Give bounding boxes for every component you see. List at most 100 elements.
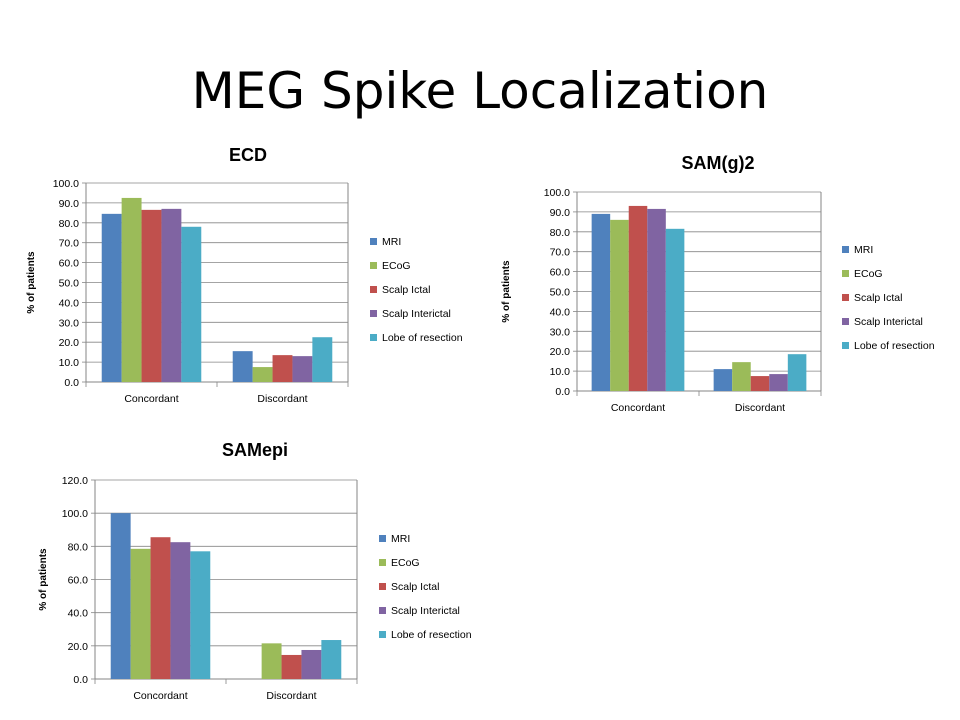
bar-scalp-interictal (292, 356, 313, 382)
legend-label: Scalp Interictal (382, 308, 451, 320)
legend-label: Scalp Interictal (391, 605, 460, 617)
y-tick-label: 100.0 (544, 187, 570, 199)
y-axis-label: % of patients (38, 548, 49, 611)
y-axis-label: % of patients (26, 251, 37, 314)
legend-swatch (379, 583, 386, 590)
legend-swatch (370, 334, 377, 341)
legend-swatch (370, 286, 377, 293)
bar-scalp-ictal (150, 537, 171, 679)
bar-lobe-of-resection (312, 337, 333, 382)
x-category-label: Discordant (735, 402, 785, 414)
legend-swatch (842, 318, 849, 325)
legend-label: ECoG (854, 268, 883, 280)
bar-mri (101, 213, 122, 382)
legend-swatch (379, 535, 386, 542)
chart-samepi: SAMepi % of patients 0.0 20.0 40.0 60.0 80.0 10… (38, 440, 472, 702)
bar-ecog (732, 362, 751, 391)
y-tick-label: 0.0 (73, 674, 88, 686)
y-tick-label: 50.0 (59, 278, 80, 290)
legend-label: ECoG (382, 260, 411, 272)
slide-title: MEG Spike Localization (191, 62, 769, 120)
bar-mri (591, 213, 611, 391)
legend-label: Scalp Ictal (391, 581, 439, 593)
bar-scalp-ictal (750, 376, 770, 391)
y-tick-label: 100.0 (62, 508, 88, 520)
y-tick-label: 0.0 (64, 377, 79, 389)
bar-mri (110, 513, 131, 679)
bar-scalp-interictal (301, 649, 322, 679)
y-tick-label: 10.0 (59, 357, 80, 369)
legend-swatch (842, 246, 849, 253)
legend-label: MRI (391, 533, 410, 545)
legend-swatch (379, 607, 386, 614)
x-category-label: Concordant (124, 393, 178, 405)
y-tick-label: 0.0 (555, 386, 570, 398)
y-tick-label: 20.0 (59, 337, 80, 349)
y-tick-label: 70.0 (59, 238, 80, 250)
legend-label: ECoG (391, 557, 420, 569)
y-tick-label: 80.0 (59, 218, 80, 230)
legend-label: Lobe of resection (854, 340, 935, 352)
bar-mri (232, 351, 253, 382)
y-tick-label: 100.0 (53, 178, 79, 190)
bar-ecog (261, 643, 282, 679)
legend-swatch (370, 310, 377, 317)
bar-scalp-ictal (272, 355, 293, 382)
bar-scalp-interictal (647, 208, 666, 391)
bar-scalp-interictal (769, 374, 788, 391)
bar-lobe-of-resection (665, 228, 685, 391)
chart-samg2: SAM(g)2 % of patients 0.0 10.0 20.0 30.0 40.0 5… (501, 153, 935, 414)
bar-ecog (121, 197, 142, 382)
bar-scalp-ictal (281, 654, 302, 679)
chart-title: ECD (229, 145, 267, 165)
y-tick-label: 40.0 (68, 608, 89, 620)
y-tick-label: 120.0 (62, 475, 88, 487)
legend-swatch (379, 559, 386, 566)
x-category-label: Discordant (266, 690, 316, 702)
bar-ecog (252, 367, 273, 382)
legend-label: MRI (854, 244, 873, 256)
legend-label: Scalp Interictal (854, 316, 923, 328)
legend-swatch (379, 631, 386, 638)
legend-swatch (842, 294, 849, 301)
y-tick-label: 80.0 (68, 541, 89, 553)
y-tick-label: 20.0 (550, 346, 571, 358)
y-tick-label: 60.0 (59, 258, 80, 270)
bar-ecog (610, 219, 629, 391)
y-tick-label: 60.0 (550, 267, 571, 279)
y-tick-label: 40.0 (550, 306, 571, 318)
bar-lobe-of-resection (181, 226, 202, 382)
y-tick-label: 10.0 (550, 366, 571, 378)
bar-scalp-ictal (141, 209, 162, 382)
legend-swatch (842, 342, 849, 349)
chart-title: SAM(g)2 (682, 153, 755, 173)
legend-label: Scalp Ictal (854, 292, 902, 304)
legend-swatch (370, 238, 377, 245)
x-category-label: Concordant (611, 402, 665, 414)
bar-lobe-of-resection (321, 640, 342, 679)
bar-ecog (130, 548, 151, 679)
bar-mri (713, 369, 733, 391)
y-tick-label: 30.0 (59, 317, 80, 329)
bar-scalp-ictal (628, 205, 648, 391)
chart-ecd: ECD % of patients 0.0 10.0 20.0 30.0 40.0 50.0 6… (26, 145, 463, 405)
y-tick-label: 30.0 (550, 326, 571, 338)
y-tick-label: 90.0 (59, 198, 80, 210)
legend-swatch (370, 262, 377, 269)
bar-lobe-of-resection (190, 551, 211, 679)
legend-label: MRI (382, 236, 401, 248)
bar-scalp-interictal (161, 208, 182, 382)
y-tick-label: 20.0 (68, 641, 89, 653)
legend-label: Lobe of resection (391, 629, 472, 641)
x-category-label: Concordant (133, 690, 187, 702)
legend-label: Scalp Ictal (382, 284, 430, 296)
legend-swatch (842, 270, 849, 277)
legend-label: Lobe of resection (382, 332, 463, 344)
chart-title: SAMepi (222, 440, 288, 460)
x-category-label: Discordant (257, 393, 307, 405)
y-tick-label: 40.0 (59, 297, 80, 309)
y-tick-label: 80.0 (550, 227, 571, 239)
bar-lobe-of-resection (787, 354, 807, 391)
y-tick-label: 70.0 (550, 247, 571, 259)
y-axis-label: % of patients (501, 260, 512, 323)
